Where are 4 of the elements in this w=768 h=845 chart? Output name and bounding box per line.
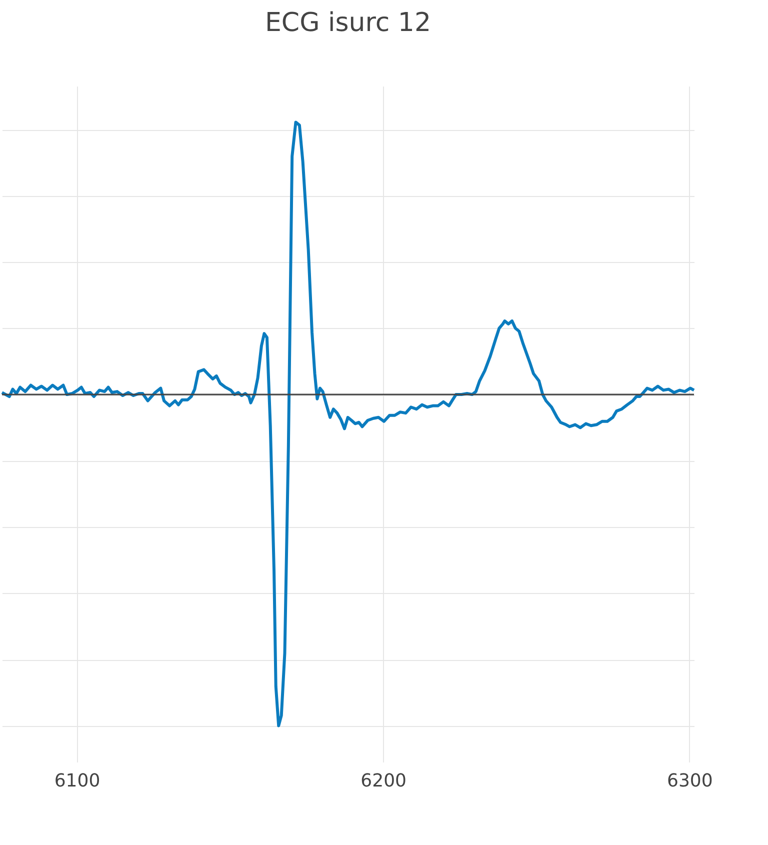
chart-title: ECG isurc 12 <box>264 8 432 38</box>
x-tick-label: 6100 <box>54 770 100 792</box>
x-tick-label: 6200 <box>360 770 406 792</box>
x-tick-label: 6300 <box>667 770 713 792</box>
